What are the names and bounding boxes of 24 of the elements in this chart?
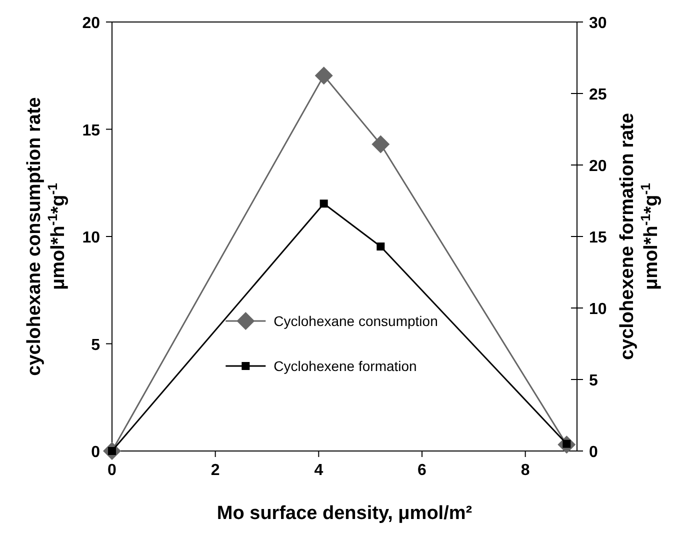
- x-tick-label: 0: [108, 462, 117, 479]
- y2-tick-label: 0: [589, 444, 598, 461]
- y-tick-label: 15: [82, 122, 100, 140]
- y2-tick-label: 5: [589, 372, 598, 390]
- x-tick-label: 2: [210, 462, 220, 479]
- point: [376, 242, 385, 251]
- y-tick-label: 10: [82, 230, 100, 246]
- legend-label: Cyclohexene formation: [274, 358, 417, 374]
- point: [314, 66, 333, 85]
- point: [372, 135, 390, 154]
- y2-tick-label: 20: [589, 158, 607, 175]
- legend-label: Cyclohexane consumption: [274, 313, 438, 329]
- x-tick-label: 4: [314, 462, 324, 479]
- x-tick-label: 8: [520, 462, 530, 479]
- y2-tick-label: 30: [589, 15, 607, 32]
- y-tick-label: 0: [91, 444, 100, 461]
- x-axis-title: Mo surface density, μmol/m²: [216, 503, 472, 524]
- y-tick-label: 20: [82, 15, 100, 32]
- point: [320, 200, 328, 208]
- y2-tick-label: 25: [589, 86, 607, 104]
- x-tick-label: 6: [418, 462, 427, 479]
- y2-tick-label: 15: [589, 230, 607, 246]
- y-tick-label: 5: [91, 336, 100, 354]
- y2-tick-label: 10: [589, 301, 607, 318]
